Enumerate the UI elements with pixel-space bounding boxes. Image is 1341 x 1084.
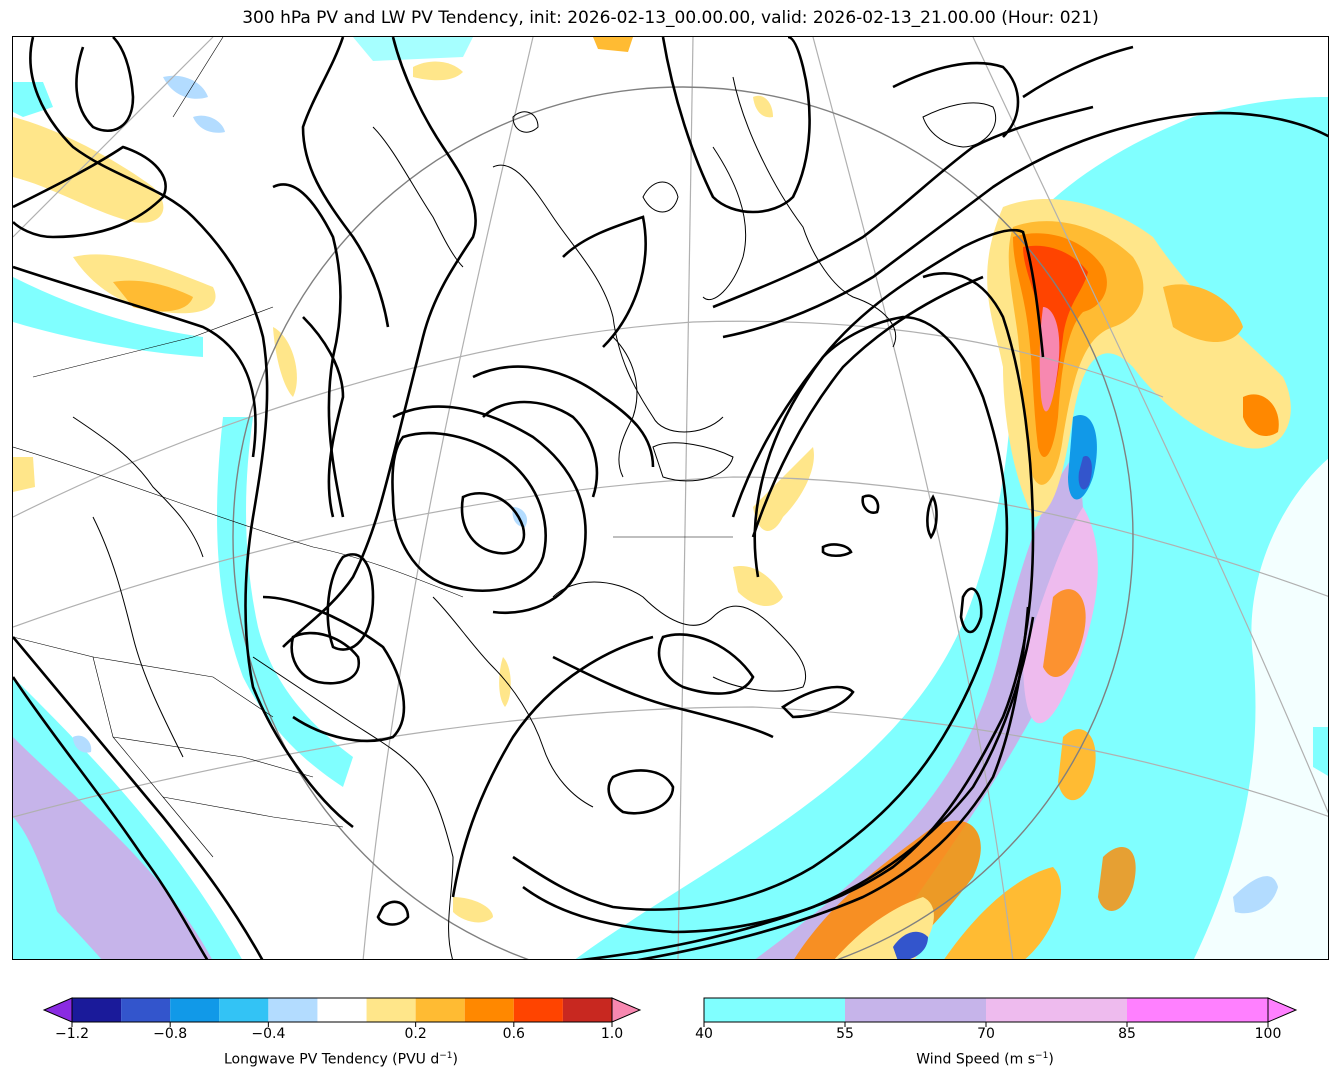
pv-colorbar-outline bbox=[71, 997, 613, 1023]
pv-colorbar-extend-high bbox=[611, 997, 642, 1023]
pv-colorbar-tick-label: −1.2 bbox=[55, 1026, 89, 1042]
pv-colorbar-tick-label: −0.4 bbox=[251, 1026, 286, 1042]
coastlines bbox=[72, 76, 997, 959]
pv-colorbar-bin bbox=[219, 998, 269, 1022]
pv-tendency-colorbar bbox=[42, 997, 642, 1027]
pv-tendency-shading bbox=[13, 37, 1291, 959]
pv-colorbar-tick-label: 0.6 bbox=[502, 1026, 525, 1042]
pv-colorbar-bin bbox=[562, 998, 612, 1022]
pv-colorbar-tick-label: 1.0 bbox=[600, 1026, 624, 1042]
pv-pos-hudson-west bbox=[13, 117, 164, 223]
lat-lon-grid bbox=[13, 37, 1328, 959]
wind-colorbar-tick-label: 100 bbox=[1254, 1026, 1282, 1042]
pv-colorbar-bin bbox=[72, 998, 122, 1022]
pv-colorbar-bin bbox=[464, 998, 514, 1022]
wind-colorbar-bin bbox=[986, 998, 1127, 1022]
wind-speed-colorbar-label: Wind Speed (m s−1) bbox=[916, 1051, 1054, 1068]
wind-colorbar-bin bbox=[845, 998, 986, 1022]
pv-colorbar-tick-label: −0.8 bbox=[153, 1026, 188, 1042]
wind-colorbar-tick-label: 70 bbox=[977, 1026, 995, 1042]
pv-colorbar-bin bbox=[268, 998, 318, 1022]
wind-colorbar-tick-label: 55 bbox=[836, 1026, 854, 1042]
pv-colorbar-bin bbox=[170, 998, 220, 1022]
wind-colorbar-tick-label: 40 bbox=[695, 1026, 713, 1042]
pv-colorbar-extend-low bbox=[42, 997, 73, 1023]
map-panel[interactable] bbox=[12, 36, 1329, 960]
political-borders bbox=[13, 37, 733, 858]
pv-contours bbox=[13, 37, 1328, 959]
west-jet-mid bbox=[13, 737, 212, 959]
pv-colorbar-bin bbox=[366, 998, 416, 1022]
colorbar-region bbox=[42, 997, 1298, 1027]
wind-speed-colorbar bbox=[703, 997, 1298, 1027]
wind-colorbar-extend-high bbox=[1267, 997, 1298, 1023]
wind-colorbar-bin bbox=[704, 998, 845, 1022]
pv-colorbar-tick-label: 0.2 bbox=[404, 1026, 427, 1042]
map-title: 300 hPa PV and LW PV Tendency, init: 202… bbox=[242, 8, 1099, 28]
pv-colorbar-bin bbox=[317, 998, 367, 1022]
wind-colorbar-tick-label: 85 bbox=[1118, 1026, 1136, 1042]
pv-tendency-colorbar-label: Longwave PV Tendency (PVU d−1) bbox=[223, 1051, 459, 1068]
map-canvas bbox=[13, 37, 1328, 959]
pv-colorbar-bin bbox=[121, 998, 171, 1022]
pv-colorbar-bin bbox=[415, 998, 465, 1022]
polar-circle bbox=[232, 86, 1134, 959]
pv-colorbar-bin bbox=[513, 998, 563, 1022]
wind-colorbar-bin bbox=[1127, 998, 1268, 1022]
